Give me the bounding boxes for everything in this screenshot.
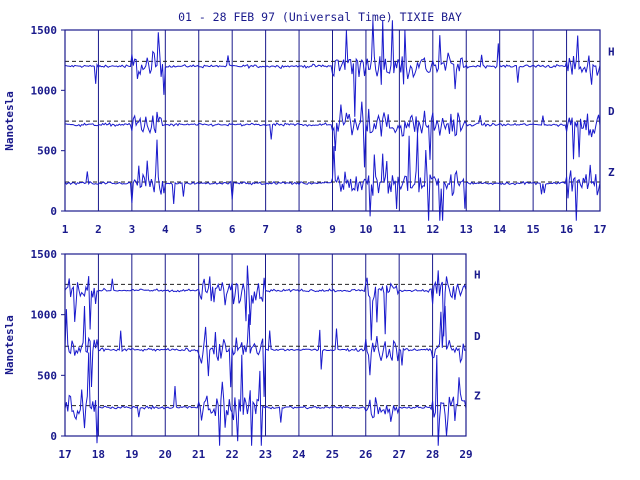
plot-frame bbox=[64, 253, 467, 437]
y-tick-label: 1500 bbox=[31, 248, 58, 261]
x-tick-label: 4 bbox=[162, 223, 169, 236]
series-label-z: Z bbox=[608, 166, 615, 179]
y-tick-label: 1000 bbox=[31, 309, 58, 322]
x-tick-label: 11 bbox=[393, 223, 407, 236]
x-tick-label: 17 bbox=[58, 448, 71, 461]
upper-y-axis-label: Nanotesla bbox=[3, 91, 16, 151]
x-tick-label: 22 bbox=[225, 448, 238, 461]
y-tick-label: 1000 bbox=[31, 84, 58, 97]
x-tick-label: 13 bbox=[460, 223, 473, 236]
x-tick-label: 1 bbox=[62, 223, 69, 236]
x-tick-label: 25 bbox=[326, 448, 339, 461]
y-tick-label: 500 bbox=[37, 145, 57, 158]
chart-title: 01 - 28 FEB 97 (Universal Time) TIXIE BA… bbox=[178, 10, 462, 24]
x-tick-label: 18 bbox=[92, 448, 105, 461]
y-tick-label: 0 bbox=[50, 205, 57, 218]
x-tick-label: 15 bbox=[527, 223, 540, 236]
x-tick-label: 14 bbox=[493, 223, 507, 236]
x-tick-label: 5 bbox=[195, 223, 202, 236]
lower-panel: H D Z 0 500 1000 1500 17 18 19 20 21 22 23 24 25 26 27 28 2… bbox=[31, 248, 482, 461]
series-h-trace bbox=[64, 265, 467, 341]
x-tick-label: 16 bbox=[560, 223, 574, 236]
x-tick-label: 2 bbox=[95, 223, 102, 236]
series-label-z: Z bbox=[474, 390, 481, 403]
y-tick-label: 500 bbox=[37, 369, 57, 382]
x-tick-label: 6 bbox=[229, 223, 236, 236]
x-tick-label: 21 bbox=[192, 448, 206, 461]
x-tick-label: 7 bbox=[262, 223, 269, 236]
series-d-trace bbox=[65, 101, 601, 168]
x-tick-label: 29 bbox=[459, 448, 472, 461]
x-tick-label: 28 bbox=[426, 448, 439, 461]
x-tick-label: 8 bbox=[296, 223, 303, 236]
series-label-d: D bbox=[474, 330, 481, 343]
plot-frame bbox=[64, 29, 601, 212]
series-label-d: D bbox=[608, 105, 615, 118]
series-d-trace bbox=[64, 305, 467, 397]
x-tick-label: 27 bbox=[393, 448, 406, 461]
x-tick-label: 9 bbox=[329, 223, 336, 236]
series-z-trace bbox=[64, 132, 601, 221]
x-tick-label: 10 bbox=[359, 223, 372, 236]
lower-y-axis-label: Nanotesla bbox=[3, 315, 16, 375]
x-tick-label: 20 bbox=[159, 448, 172, 461]
series-h-trace bbox=[64, 20, 601, 117]
x-tick-label: 19 bbox=[125, 448, 138, 461]
series-z-trace bbox=[64, 352, 467, 446]
y-tick-label: 0 bbox=[50, 430, 57, 443]
x-tick-label: 3 bbox=[129, 223, 136, 236]
series-label-h: H bbox=[474, 268, 481, 281]
x-tick-label: 24 bbox=[292, 448, 306, 461]
series-label-h: H bbox=[608, 45, 615, 58]
x-tick-label: 17 bbox=[593, 223, 606, 236]
x-tick-label: 23 bbox=[259, 448, 272, 461]
x-tick-label: 12 bbox=[426, 223, 439, 236]
y-tick-label: 1500 bbox=[31, 24, 58, 37]
x-tick-label: 26 bbox=[359, 448, 373, 461]
